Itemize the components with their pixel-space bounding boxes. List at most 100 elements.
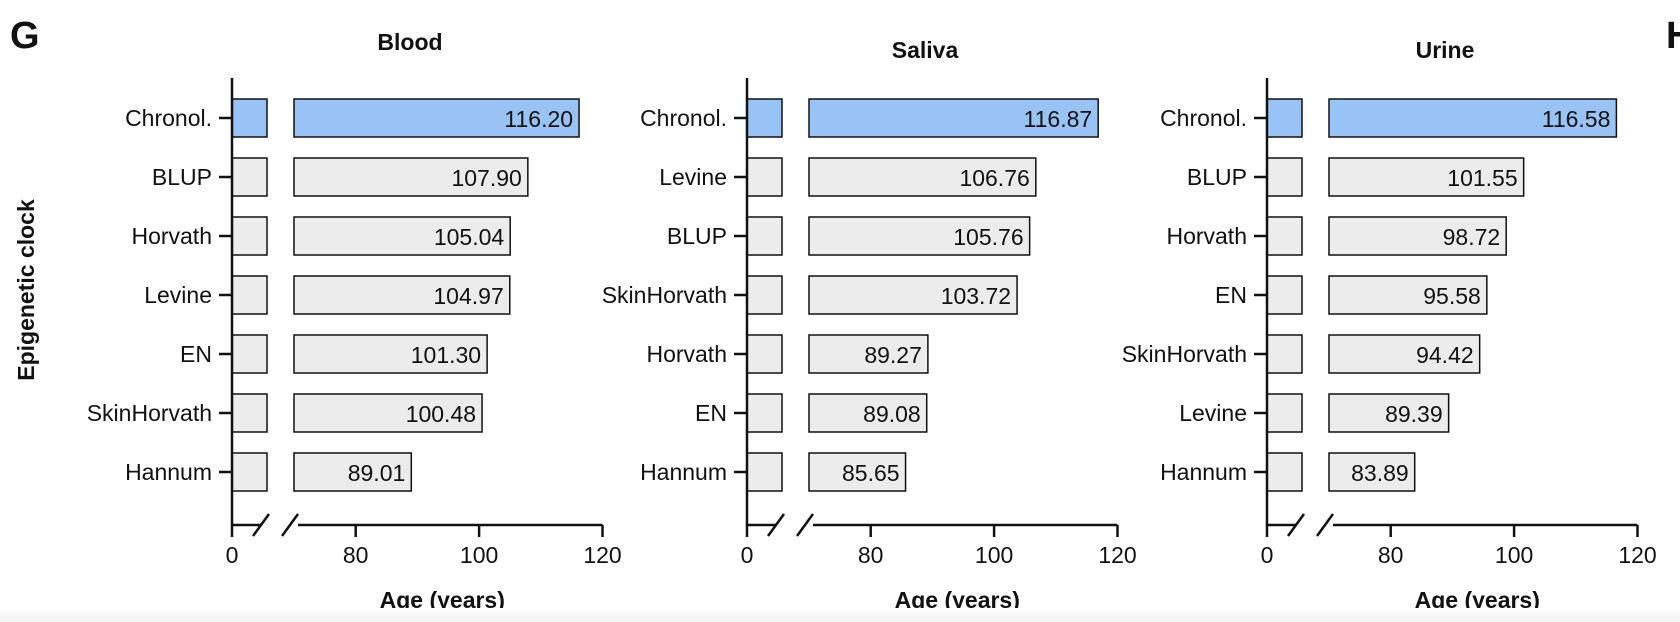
x-tick-label: 80: [343, 542, 369, 568]
category-label: Chronol.: [125, 105, 212, 131]
x-tick-label: 0: [741, 542, 754, 568]
category-label: SkinHorvath: [87, 400, 212, 426]
bar-segment-high: [293, 157, 529, 197]
bottom-fade: [0, 608, 1680, 622]
x-tick-label: 0: [1261, 542, 1274, 568]
bar-row: SkinHorvath 103.72: [602, 275, 1018, 315]
bar-row: Hannum 89.01: [125, 452, 413, 492]
chart-saliva: Saliva Chronol. 116.87 Levine 106.76 BLUP 105.…: [602, 37, 1137, 613]
y-axis-title: Epigenetic clock: [13, 199, 39, 381]
x-tick-label: 100: [1495, 542, 1533, 568]
bar-segment-low: [231, 98, 268, 138]
bar-segment-high: [808, 452, 907, 492]
bar-row: Chronol. 116.20: [125, 98, 580, 138]
axis-break-mark: [1286, 513, 1306, 537]
value-label: 98.72: [1443, 224, 1501, 250]
bar-segment-high: [1328, 452, 1416, 492]
bar-row: Chronol. 116.58: [1160, 98, 1618, 138]
bar-row: SkinHorvath 100.48: [87, 393, 483, 433]
bar-segment-high: [1328, 98, 1618, 138]
value-label: 89.39: [1385, 401, 1443, 427]
bar-segment-low: [1266, 216, 1303, 256]
bar-segment-high: [808, 98, 1099, 138]
bar-row: Horvath 105.04: [131, 216, 511, 256]
bar-row: Hannum 85.65: [640, 452, 907, 492]
category-label: SkinHorvath: [602, 282, 727, 308]
bar-segment-high: [293, 393, 483, 433]
x-tick-label: 80: [858, 542, 884, 568]
bar-segment-low: [1266, 334, 1303, 374]
bar-segment-low: [746, 393, 783, 433]
category-label: Horvath: [646, 341, 727, 367]
bar-segment-high: [808, 216, 1031, 256]
x-tick-label: 100: [460, 542, 498, 568]
bar-row: BLUP 107.90: [152, 157, 529, 197]
category-label: Levine: [1179, 400, 1247, 426]
bar-row: SkinHorvath 94.42: [1122, 334, 1481, 374]
axis-break-mark: [280, 513, 300, 537]
charts-group: Blood Chronol. 116.20 BLUP 107.90 Horvath 105.…: [87, 29, 1657, 613]
panel-letter-g: G: [10, 15, 40, 57]
category-label: EN: [180, 341, 212, 367]
bar-segment-low: [746, 216, 783, 256]
x-tick-label: 80: [1378, 542, 1404, 568]
value-label: 100.48: [406, 401, 476, 427]
value-label: 116.87: [1024, 106, 1093, 132]
bar-segment-low: [746, 452, 783, 492]
bar-segment-low: [231, 393, 268, 433]
value-label: 105.76: [953, 224, 1023, 250]
bar-row: EN 89.08: [695, 393, 928, 433]
bar-segment-low: [1266, 452, 1303, 492]
category-label: Hannum: [125, 459, 212, 485]
value-label: 104.97: [433, 283, 503, 309]
category-label: Hannum: [640, 459, 727, 485]
value-label: 101.30: [411, 342, 481, 368]
bar-segment-low: [1266, 275, 1303, 315]
bar-segment-low: [231, 334, 268, 374]
bar-row: BLUP 101.55: [1187, 157, 1525, 197]
bar-segment-low: [746, 157, 783, 197]
value-label: 107.90: [451, 165, 521, 191]
bar-segment-high: [808, 334, 929, 374]
bar-row: BLUP 105.76: [667, 216, 1031, 256]
category-label: EN: [695, 400, 727, 426]
bar-segment-low: [231, 275, 268, 315]
category-label: Horvath: [1166, 223, 1247, 249]
bar-segment-high: [293, 216, 511, 256]
bar-segment-high: [808, 275, 1018, 315]
value-label: 116.20: [504, 106, 573, 132]
category-label: Levine: [144, 282, 212, 308]
value-label: 105.04: [434, 224, 505, 250]
value-label: 89.01: [348, 460, 406, 486]
category-label: BLUP: [152, 164, 212, 190]
bar-segment-high: [1328, 393, 1450, 433]
category-label: SkinHorvath: [1122, 341, 1247, 367]
chart-title: Blood: [377, 29, 442, 55]
bar-segment-low: [1266, 157, 1303, 197]
axis-break-mark: [795, 513, 815, 537]
bar-segment-low: [231, 452, 268, 492]
bar-segment-high: [808, 393, 928, 433]
bar-row: Levine 89.39: [1179, 393, 1450, 433]
panel-letter-h: H: [1666, 15, 1680, 57]
value-label: 116.58: [1542, 106, 1611, 132]
bar-segment-low: [231, 157, 268, 197]
value-label: 95.58: [1423, 283, 1481, 309]
bar-row: Levine 106.76: [659, 157, 1037, 197]
x-tick-label: 100: [975, 542, 1013, 568]
bar-row: EN 95.58: [1215, 275, 1488, 315]
value-label: 85.65: [842, 460, 900, 486]
value-label: 89.27: [864, 342, 922, 368]
chart-urine: Urine Chronol. 116.58 BLUP 101.55 Horvath 98.7…: [1122, 37, 1657, 613]
bar-row: EN 101.30: [180, 334, 488, 374]
axis-break-mark: [766, 513, 786, 537]
category-label: Horvath: [131, 223, 212, 249]
bar-segment-high: [1328, 157, 1525, 197]
bar-row: Chronol. 116.87: [640, 98, 1099, 138]
bar-segment-low: [746, 275, 783, 315]
bar-segment-low: [746, 334, 783, 374]
bar-segment-high: [808, 157, 1037, 197]
bar-segment-low: [1266, 98, 1303, 138]
bar-segment-high: [293, 98, 580, 138]
